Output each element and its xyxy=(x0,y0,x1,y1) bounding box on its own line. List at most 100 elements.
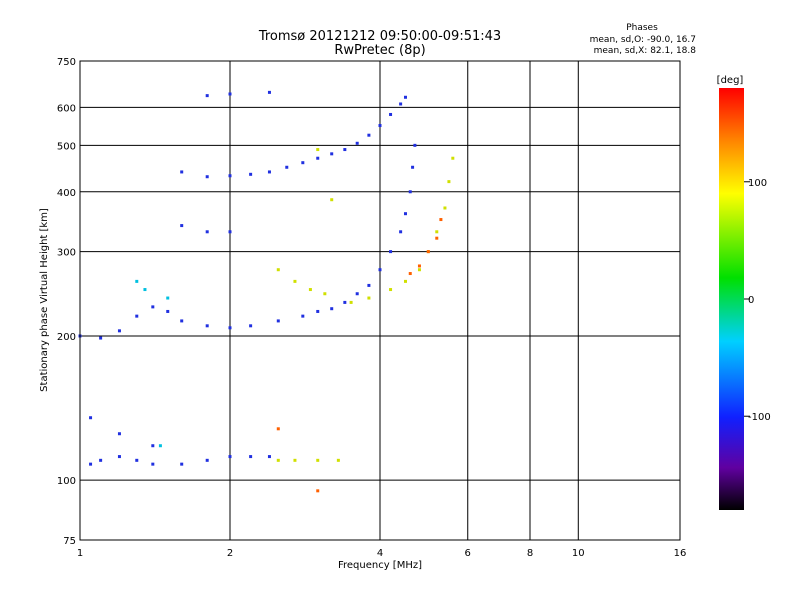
data-point xyxy=(443,206,447,210)
data-point xyxy=(267,170,271,174)
data-point xyxy=(89,416,93,420)
y-tick-label: 400 xyxy=(57,188,76,199)
data-point xyxy=(301,314,305,318)
data-point xyxy=(205,94,209,98)
data-point xyxy=(435,230,439,234)
data-point xyxy=(378,124,382,128)
plot-frame xyxy=(79,60,681,541)
data-point xyxy=(316,489,320,493)
data-point xyxy=(343,148,347,152)
data-point xyxy=(316,309,320,313)
data-point xyxy=(367,133,371,137)
data-point xyxy=(180,170,184,174)
data-point xyxy=(158,444,162,448)
data-point xyxy=(308,288,312,292)
x-tick-label: 10 xyxy=(572,548,585,559)
data-point xyxy=(180,224,184,228)
data-point xyxy=(408,272,412,276)
y-axis-ticks: 75 100 200 300 400 500 600 750 xyxy=(57,57,76,547)
data-point xyxy=(228,230,232,234)
data-point xyxy=(151,444,155,448)
y-tick-label: 200 xyxy=(57,332,76,343)
data-point xyxy=(316,148,320,152)
data-point xyxy=(228,455,232,459)
data-point xyxy=(276,319,280,323)
data-point xyxy=(316,458,320,462)
data-point xyxy=(117,455,121,459)
y-tick-label: 75 xyxy=(63,536,76,547)
x-axis-ticks: 1 2 4 6 8 10 16 xyxy=(77,548,687,559)
data-point xyxy=(117,432,121,436)
y-tick-label: 750 xyxy=(57,57,76,68)
colorbar-tick-label: 100 xyxy=(748,178,767,189)
phase-stats-x: mean, sd,X: 82.1, 18.8 xyxy=(594,46,697,56)
data-point xyxy=(135,458,139,462)
data-point xyxy=(451,156,455,160)
phase-stats-title: Phases xyxy=(626,23,658,33)
grid-lines xyxy=(80,61,680,540)
data-point xyxy=(135,279,139,283)
x-axis-label: Frequency [MHz] xyxy=(338,560,422,571)
chart-title: Tromsø 20121212 09:50:00-09:51:43 xyxy=(258,29,501,44)
data-point xyxy=(180,319,184,323)
data-point xyxy=(408,190,412,194)
colorbar-ticks: 100 0 -100 xyxy=(744,178,771,423)
data-point xyxy=(399,230,403,234)
data-point xyxy=(228,326,232,330)
data-point xyxy=(389,112,393,116)
data-point xyxy=(413,143,417,147)
data-point xyxy=(228,174,232,178)
data-point xyxy=(367,283,371,287)
data-point xyxy=(330,198,334,202)
data-point xyxy=(99,336,103,340)
data-point xyxy=(301,161,305,165)
data-point xyxy=(349,300,353,304)
y-tick-label: 600 xyxy=(57,103,76,114)
x-tick-label: 8 xyxy=(527,548,533,559)
data-point xyxy=(417,268,421,272)
data-point xyxy=(293,279,297,283)
y-tick-label: 300 xyxy=(57,248,76,259)
data-point xyxy=(135,314,139,318)
data-point xyxy=(403,279,407,283)
data-point xyxy=(330,307,334,311)
chart-subtitle: RwPretec (8p) xyxy=(334,43,425,58)
data-point xyxy=(378,268,382,272)
data-point xyxy=(316,156,320,160)
data-point xyxy=(151,462,155,466)
colorbar xyxy=(719,88,744,510)
data-point xyxy=(343,300,347,304)
data-point xyxy=(143,288,147,292)
data-point xyxy=(323,292,327,296)
data-point xyxy=(267,455,271,459)
data-point xyxy=(267,90,271,94)
x-tick-label: 4 xyxy=(377,548,383,559)
data-point xyxy=(293,458,297,462)
data-point xyxy=(249,172,253,176)
data-point xyxy=(276,268,280,272)
data-point xyxy=(205,324,209,328)
data-point xyxy=(426,250,430,254)
data-point xyxy=(403,95,407,99)
data-point xyxy=(285,165,289,169)
data-point xyxy=(276,427,280,431)
data-point xyxy=(336,458,340,462)
x-tick-label: 2 xyxy=(227,548,233,559)
x-tick-label: 16 xyxy=(674,548,687,559)
data-point xyxy=(411,165,415,169)
colorbar-label: [deg] xyxy=(717,75,744,86)
data-point xyxy=(389,250,393,254)
data-point xyxy=(330,152,334,156)
data-point xyxy=(205,458,209,462)
data-point xyxy=(151,305,155,309)
data-point xyxy=(447,180,451,184)
data-point xyxy=(276,458,280,462)
data-point xyxy=(367,296,371,300)
data-point xyxy=(166,296,170,300)
data-point xyxy=(180,462,184,466)
data-point xyxy=(399,102,403,106)
data-point xyxy=(205,175,209,179)
data-point xyxy=(205,230,209,234)
data-point xyxy=(435,236,439,240)
